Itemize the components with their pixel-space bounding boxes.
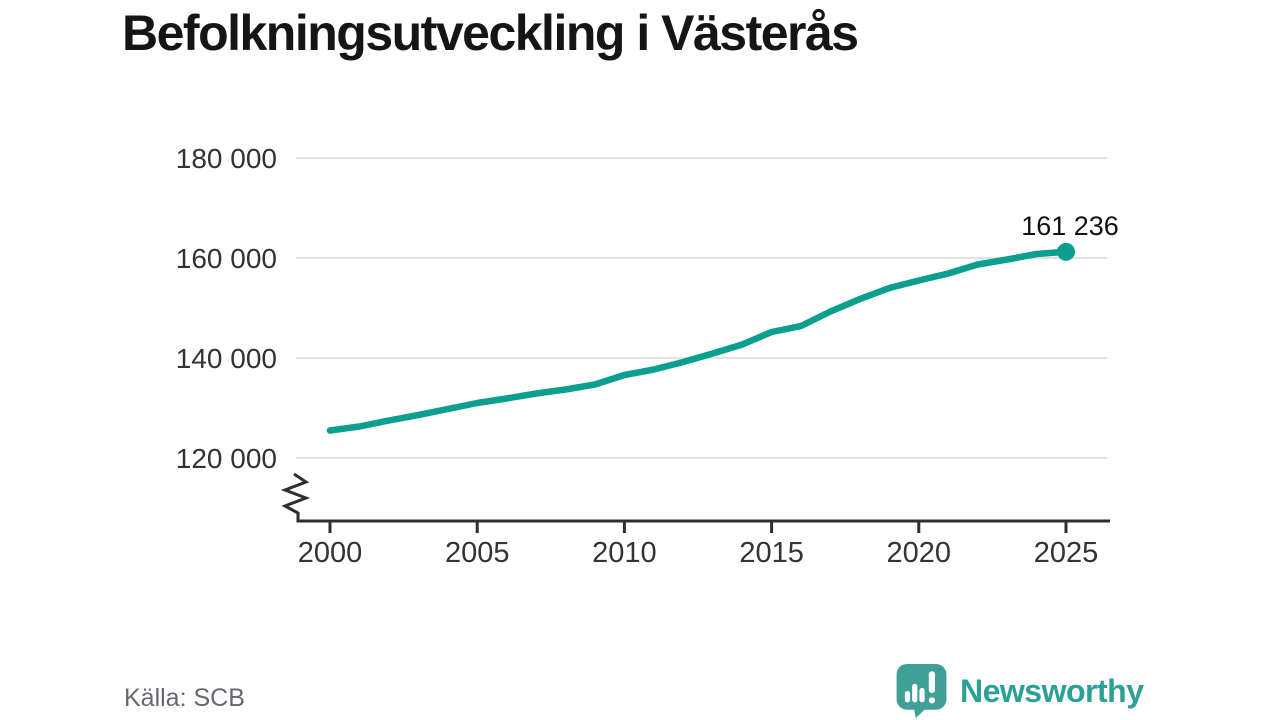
- x-tick-label: 2015: [739, 537, 804, 569]
- axis-break-icon: [280, 472, 311, 515]
- x-axis-line: [296, 512, 1110, 523]
- x-tick-label: 2010: [592, 537, 657, 569]
- population-line-chart: 180 000 160 000 140 000 120 000 2000 2005 2010…: [176, 143, 1119, 569]
- x-tick-label: 2005: [445, 537, 510, 569]
- newsworthy-logo-text: Newsworthy: [960, 672, 1144, 709]
- population-line: [326, 248, 1070, 434]
- y-tick-label: 180 000: [176, 143, 277, 174]
- newsworthy-logo: Newsworthy: [896, 664, 1144, 718]
- x-tick-label: 2020: [887, 537, 952, 569]
- y-tick-label: 140 000: [176, 343, 277, 374]
- source-note: Källa: SCB: [124, 684, 245, 712]
- end-point-label: 161 236: [1021, 211, 1119, 241]
- end-point-marker: [1057, 242, 1075, 261]
- y-tick-label: 160 000: [176, 243, 277, 274]
- x-tick-label: 2000: [298, 537, 363, 569]
- y-tick-label: 120 000: [176, 443, 277, 474]
- x-tick-label: 2025: [1034, 537, 1099, 569]
- page-title: Befolkningsutveckling i Västerås: [122, 5, 859, 61]
- newsworthy-logo-icon: [896, 664, 947, 718]
